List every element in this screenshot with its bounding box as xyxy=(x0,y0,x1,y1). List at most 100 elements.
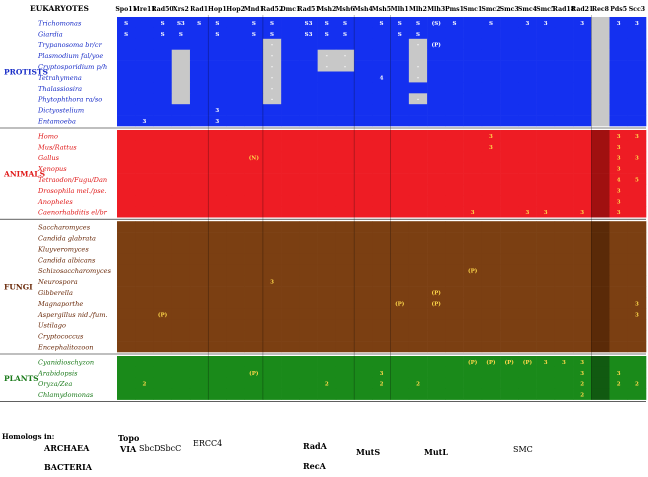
cell-oryza-zea-smc1 xyxy=(463,377,483,389)
organism-candida-albicans: Candida albicans xyxy=(38,256,96,264)
mark-oryza-zea-msh5: 2 xyxy=(380,382,384,388)
cell-tetrahymena-dmc1 xyxy=(281,71,300,83)
cell-xenopus-msh5 xyxy=(372,162,391,174)
cell-entamoeba-msh6 xyxy=(335,115,355,127)
cell-tetraodon-fugu-dan-rad1 xyxy=(189,173,209,185)
cell-drosophila-mel-pse-hop2 xyxy=(226,184,245,196)
homolog-mutl: MutL xyxy=(424,447,448,457)
cell-anopheles-smc2 xyxy=(481,195,501,207)
mark-trichomonas-pds5: 3 xyxy=(617,21,621,27)
cell-phytophthora-ra-so-rec8 xyxy=(591,93,610,105)
cell-cyanidioschyzon-mre11 xyxy=(135,356,154,368)
mark-magnaporthe-scc3: 3 xyxy=(635,301,639,307)
cell-tetrahymena-spo11 xyxy=(117,71,136,83)
cell-tetraodon-fugu-dan-smc4 xyxy=(518,173,537,185)
cell-magnaporthe-rad51 xyxy=(299,297,318,309)
cell-aspergillus-nid-fum-msh4 xyxy=(354,308,373,320)
cell-kluyveromyces-smc5 xyxy=(536,243,556,255)
cell-cryptococcus-mlh1 xyxy=(390,330,410,342)
cell-drosophila-mel-pse-mnd1 xyxy=(244,184,264,196)
cell-caenorhabditis-el-br-mlh1 xyxy=(390,206,410,218)
cell-candida-albicans-rad1 xyxy=(189,253,209,266)
cell-kluyveromyces-msh5 xyxy=(372,243,391,255)
cell-anopheles-msh2 xyxy=(317,195,337,207)
cell-cryptosporidium-p-h-msh5 xyxy=(372,60,391,72)
cell-tetrahymena-pms1 xyxy=(445,71,464,83)
cell-trypanosoma-br-cr-smc3 xyxy=(500,38,519,50)
cell-gallus-smc4 xyxy=(518,151,537,163)
mark-giardia-mnd1: S xyxy=(252,32,256,38)
cell-plasmodium-fal-yoe-msh2 xyxy=(317,49,337,61)
cell-thalassiosira-smc2 xyxy=(481,82,501,94)
cell-caenorhabditis-el-br-pms1 xyxy=(445,206,464,218)
cell-encephalitozoon-mre11 xyxy=(135,341,154,353)
cell-aspergillus-nid-fum-xrs2 xyxy=(171,308,191,320)
cell-cyanidioschyzon-msh4 xyxy=(354,356,373,368)
cell-oryza-zea-rad21 xyxy=(573,377,592,389)
cell-cyanidioschyzon-rad50 xyxy=(153,356,173,368)
mark-anopheles-pds5: 3 xyxy=(617,199,621,205)
cell-aspergillus-nid-fum-rec8 xyxy=(591,308,610,320)
cell-schizosaccharomyces-smc2 xyxy=(481,264,501,276)
cell-arabidopsis-rec8 xyxy=(591,366,610,379)
cell-aspergillus-nid-fum-pds5 xyxy=(609,308,629,320)
gene-header-smc1: Smc1 xyxy=(463,6,482,13)
cell-anopheles-mlh3 xyxy=(427,195,446,207)
cell-cryptosporidium-p-h-rad1 xyxy=(189,60,209,72)
cell-plasmodium-fal-yoe-rad1 xyxy=(189,49,209,61)
cell-magnaporthe-mre11 xyxy=(135,297,154,309)
cell-candida-glabrata-mnd1 xyxy=(244,232,264,244)
cell-oryza-zea-rad50 xyxy=(153,377,173,389)
cell-magnaporthe-hop1 xyxy=(208,297,227,309)
cell-caenorhabditis-el-br-xrs2 xyxy=(171,206,191,218)
mark-entamoeba-mre11: 3 xyxy=(142,119,146,125)
cell-aspergillus-nid-fum-pms1 xyxy=(445,308,464,320)
cell-gallus-mnd1 xyxy=(244,151,264,163)
cell-tetrahymena-rad50 xyxy=(153,71,173,83)
gene-header-msh2: Msh2 xyxy=(317,6,336,13)
cell-trichomonas-msh4 xyxy=(354,17,373,29)
cell-mus-rattus-smc1 xyxy=(463,140,483,153)
cell-tetraodon-fugu-dan-smc5 xyxy=(536,173,556,185)
cell-arabidopsis-rad51 xyxy=(299,366,318,379)
cell-aspergillus-nid-fum-mlh1 xyxy=(390,308,410,320)
cell-saccharomyces-hop2 xyxy=(226,221,245,233)
cell-tetraodon-fugu-dan-msh2 xyxy=(317,173,337,185)
cell-giardia-pds5 xyxy=(609,27,629,40)
organism-gibberella: Gibberella xyxy=(38,289,73,297)
cell-encephalitozoon-rad18 xyxy=(554,341,574,353)
cell-trichomonas-hop2 xyxy=(226,17,245,29)
cell-encephalitozoon-msh2 xyxy=(317,341,337,353)
group-label-plants: PLANTS xyxy=(4,374,39,383)
cell-phytophthora-ra-so-pds5 xyxy=(609,93,629,105)
cell-chlamydomonas-rec8 xyxy=(591,388,610,400)
mark-trichomonas-mlh2: S xyxy=(416,21,420,27)
organism-saccharomyces: Saccharomyces xyxy=(38,224,91,232)
cell-gallus-pds5 xyxy=(609,151,629,163)
mark-giardia-msh6: S xyxy=(343,32,347,38)
cell-phytophthora-ra-so-rad51 xyxy=(299,93,318,105)
cell-oryza-zea-rad18 xyxy=(554,377,574,389)
cell-kluyveromyces-pds5 xyxy=(609,243,629,255)
cell-gallus-pms1 xyxy=(445,151,464,163)
cell-giardia-smc4 xyxy=(518,27,537,40)
cell-candida-glabrata-rad18 xyxy=(554,232,574,244)
cell-chlamydomonas-mlh3 xyxy=(427,388,446,400)
mark-xenopus-pds5: 3 xyxy=(617,167,621,173)
cell-arabidopsis-scc3 xyxy=(627,366,647,379)
cell-candida-glabrata-msh4 xyxy=(354,232,373,244)
cell-cryptococcus-smc1 xyxy=(463,330,483,342)
cell-thalassiosira-smc1 xyxy=(463,82,483,94)
cell-encephalitozoon-spo11 xyxy=(117,341,136,353)
cell-arabidopsis-mlh2 xyxy=(408,366,428,379)
cell-candida-glabrata-mre11 xyxy=(135,232,154,244)
cell-candida-albicans-spo11 xyxy=(117,253,136,266)
cell-xenopus-hop1 xyxy=(208,162,227,174)
cell-ustilago-mlh3 xyxy=(427,319,446,331)
cell-tetrahymena-msh4 xyxy=(354,71,373,83)
cell-anopheles-mlh2 xyxy=(408,195,428,207)
cell-trichomonas-pds5 xyxy=(609,17,629,29)
cell-arabidopsis-msh6 xyxy=(335,366,355,379)
mark-trichomonas-mnd1: S xyxy=(252,21,256,27)
cell-aspergillus-nid-fum-hop2 xyxy=(226,308,245,320)
